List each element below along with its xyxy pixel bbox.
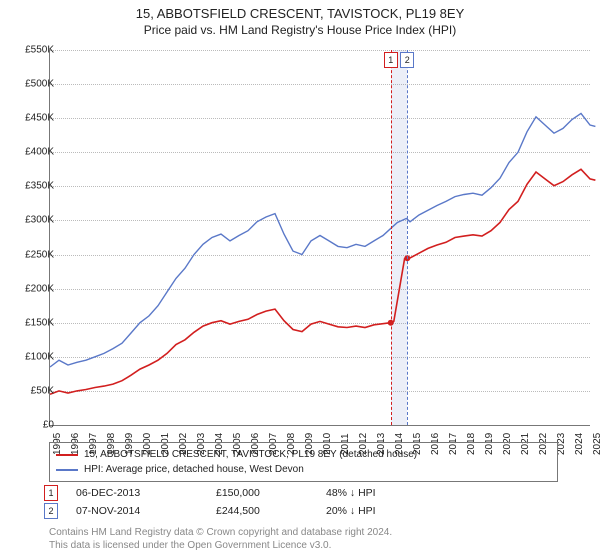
- chart-plot-area: 12: [49, 50, 590, 426]
- legend-swatch: [56, 469, 78, 471]
- y-axis-label: £400K: [4, 147, 54, 158]
- marker-box: 1: [384, 52, 398, 68]
- tx-marker-icon: 2: [44, 503, 58, 519]
- y-axis-label: £550K: [4, 45, 54, 56]
- tx-hpi: 20% ↓ HPI: [326, 505, 446, 517]
- legend-label: HPI: Average price, detached house, West…: [84, 462, 304, 477]
- tx-date: 07-NOV-2014: [76, 505, 216, 517]
- marker-box: 2: [400, 52, 414, 68]
- y-axis-label: £100K: [4, 351, 54, 362]
- legend-item: HPI: Average price, detached house, West…: [56, 462, 551, 477]
- legend-swatch: [56, 454, 78, 456]
- marker-line: [407, 50, 408, 425]
- chart-subtitle: Price paid vs. HM Land Registry's House …: [0, 23, 600, 39]
- marker-line: [391, 50, 392, 425]
- x-axis-label: 2025: [592, 433, 600, 455]
- y-axis-label: £300K: [4, 215, 54, 226]
- tx-date: 06-DEC-2013: [76, 487, 216, 499]
- y-axis-label: £200K: [4, 283, 54, 294]
- y-axis-label: £50K: [4, 385, 54, 396]
- tx-hpi: 48% ↓ HPI: [326, 487, 446, 499]
- footer-attribution: Contains HM Land Registry data © Crown c…: [49, 526, 392, 552]
- tx-price: £244,500: [216, 505, 326, 517]
- y-axis-label: £500K: [4, 79, 54, 90]
- series-hpi: [50, 113, 595, 367]
- y-axis-label: £450K: [4, 113, 54, 124]
- series-subject: [50, 169, 595, 394]
- transactions-table: 1 06-DEC-2013 £150,000 48% ↓ HPI 2 07-NO…: [44, 484, 446, 520]
- legend-box: 15, ABBOTSFIELD CRESCENT, TAVISTOCK, PL1…: [49, 442, 558, 482]
- y-axis-label: £150K: [4, 317, 54, 328]
- chart-title: 15, ABBOTSFIELD CRESCENT, TAVISTOCK, PL1…: [0, 6, 600, 23]
- table-row: 2 07-NOV-2014 £244,500 20% ↓ HPI: [44, 502, 446, 520]
- y-axis-label: £350K: [4, 181, 54, 192]
- x-axis-label: 2024: [574, 433, 585, 455]
- tx-marker-icon: 1: [44, 485, 58, 501]
- y-axis-label: £250K: [4, 249, 54, 260]
- y-axis-label: £0: [4, 420, 54, 431]
- table-row: 1 06-DEC-2013 £150,000 48% ↓ HPI: [44, 484, 446, 502]
- tx-price: £150,000: [216, 487, 326, 499]
- footer-line: Contains HM Land Registry data © Crown c…: [49, 526, 392, 539]
- footer-line: This data is licensed under the Open Gov…: [49, 539, 392, 552]
- legend-label: 15, ABBOTSFIELD CRESCENT, TAVISTOCK, PL1…: [84, 447, 417, 462]
- chart-lines: [50, 50, 590, 425]
- legend-item: 15, ABBOTSFIELD CRESCENT, TAVISTOCK, PL1…: [56, 447, 551, 462]
